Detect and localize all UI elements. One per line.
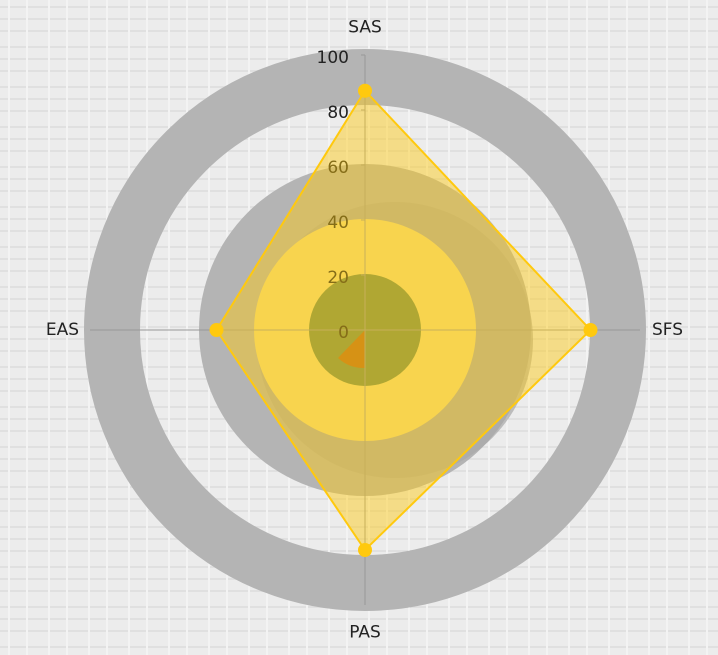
r-tick-label: 60 [327, 158, 349, 178]
plot [209, 83, 598, 557]
category-label: SAS [348, 18, 382, 38]
r-tick-label: 20 [327, 268, 349, 288]
data-point [209, 323, 224, 337]
category-label: SFS [652, 320, 683, 340]
category-label: PAS [349, 623, 381, 643]
decor-wedge [338, 330, 365, 369]
category-label: EAS [46, 320, 79, 340]
data-point [583, 323, 598, 337]
r-tick-label: 40 [327, 213, 349, 233]
data-point [358, 543, 372, 557]
r-tick-label: 80 [327, 103, 349, 123]
axes: SAS SFS PAS EAS 0 20 40 60 80 100 [46, 18, 683, 643]
r-tick-label: 0 [338, 323, 349, 343]
data-point [358, 83, 372, 98]
r-tick-label: 100 [317, 48, 349, 68]
